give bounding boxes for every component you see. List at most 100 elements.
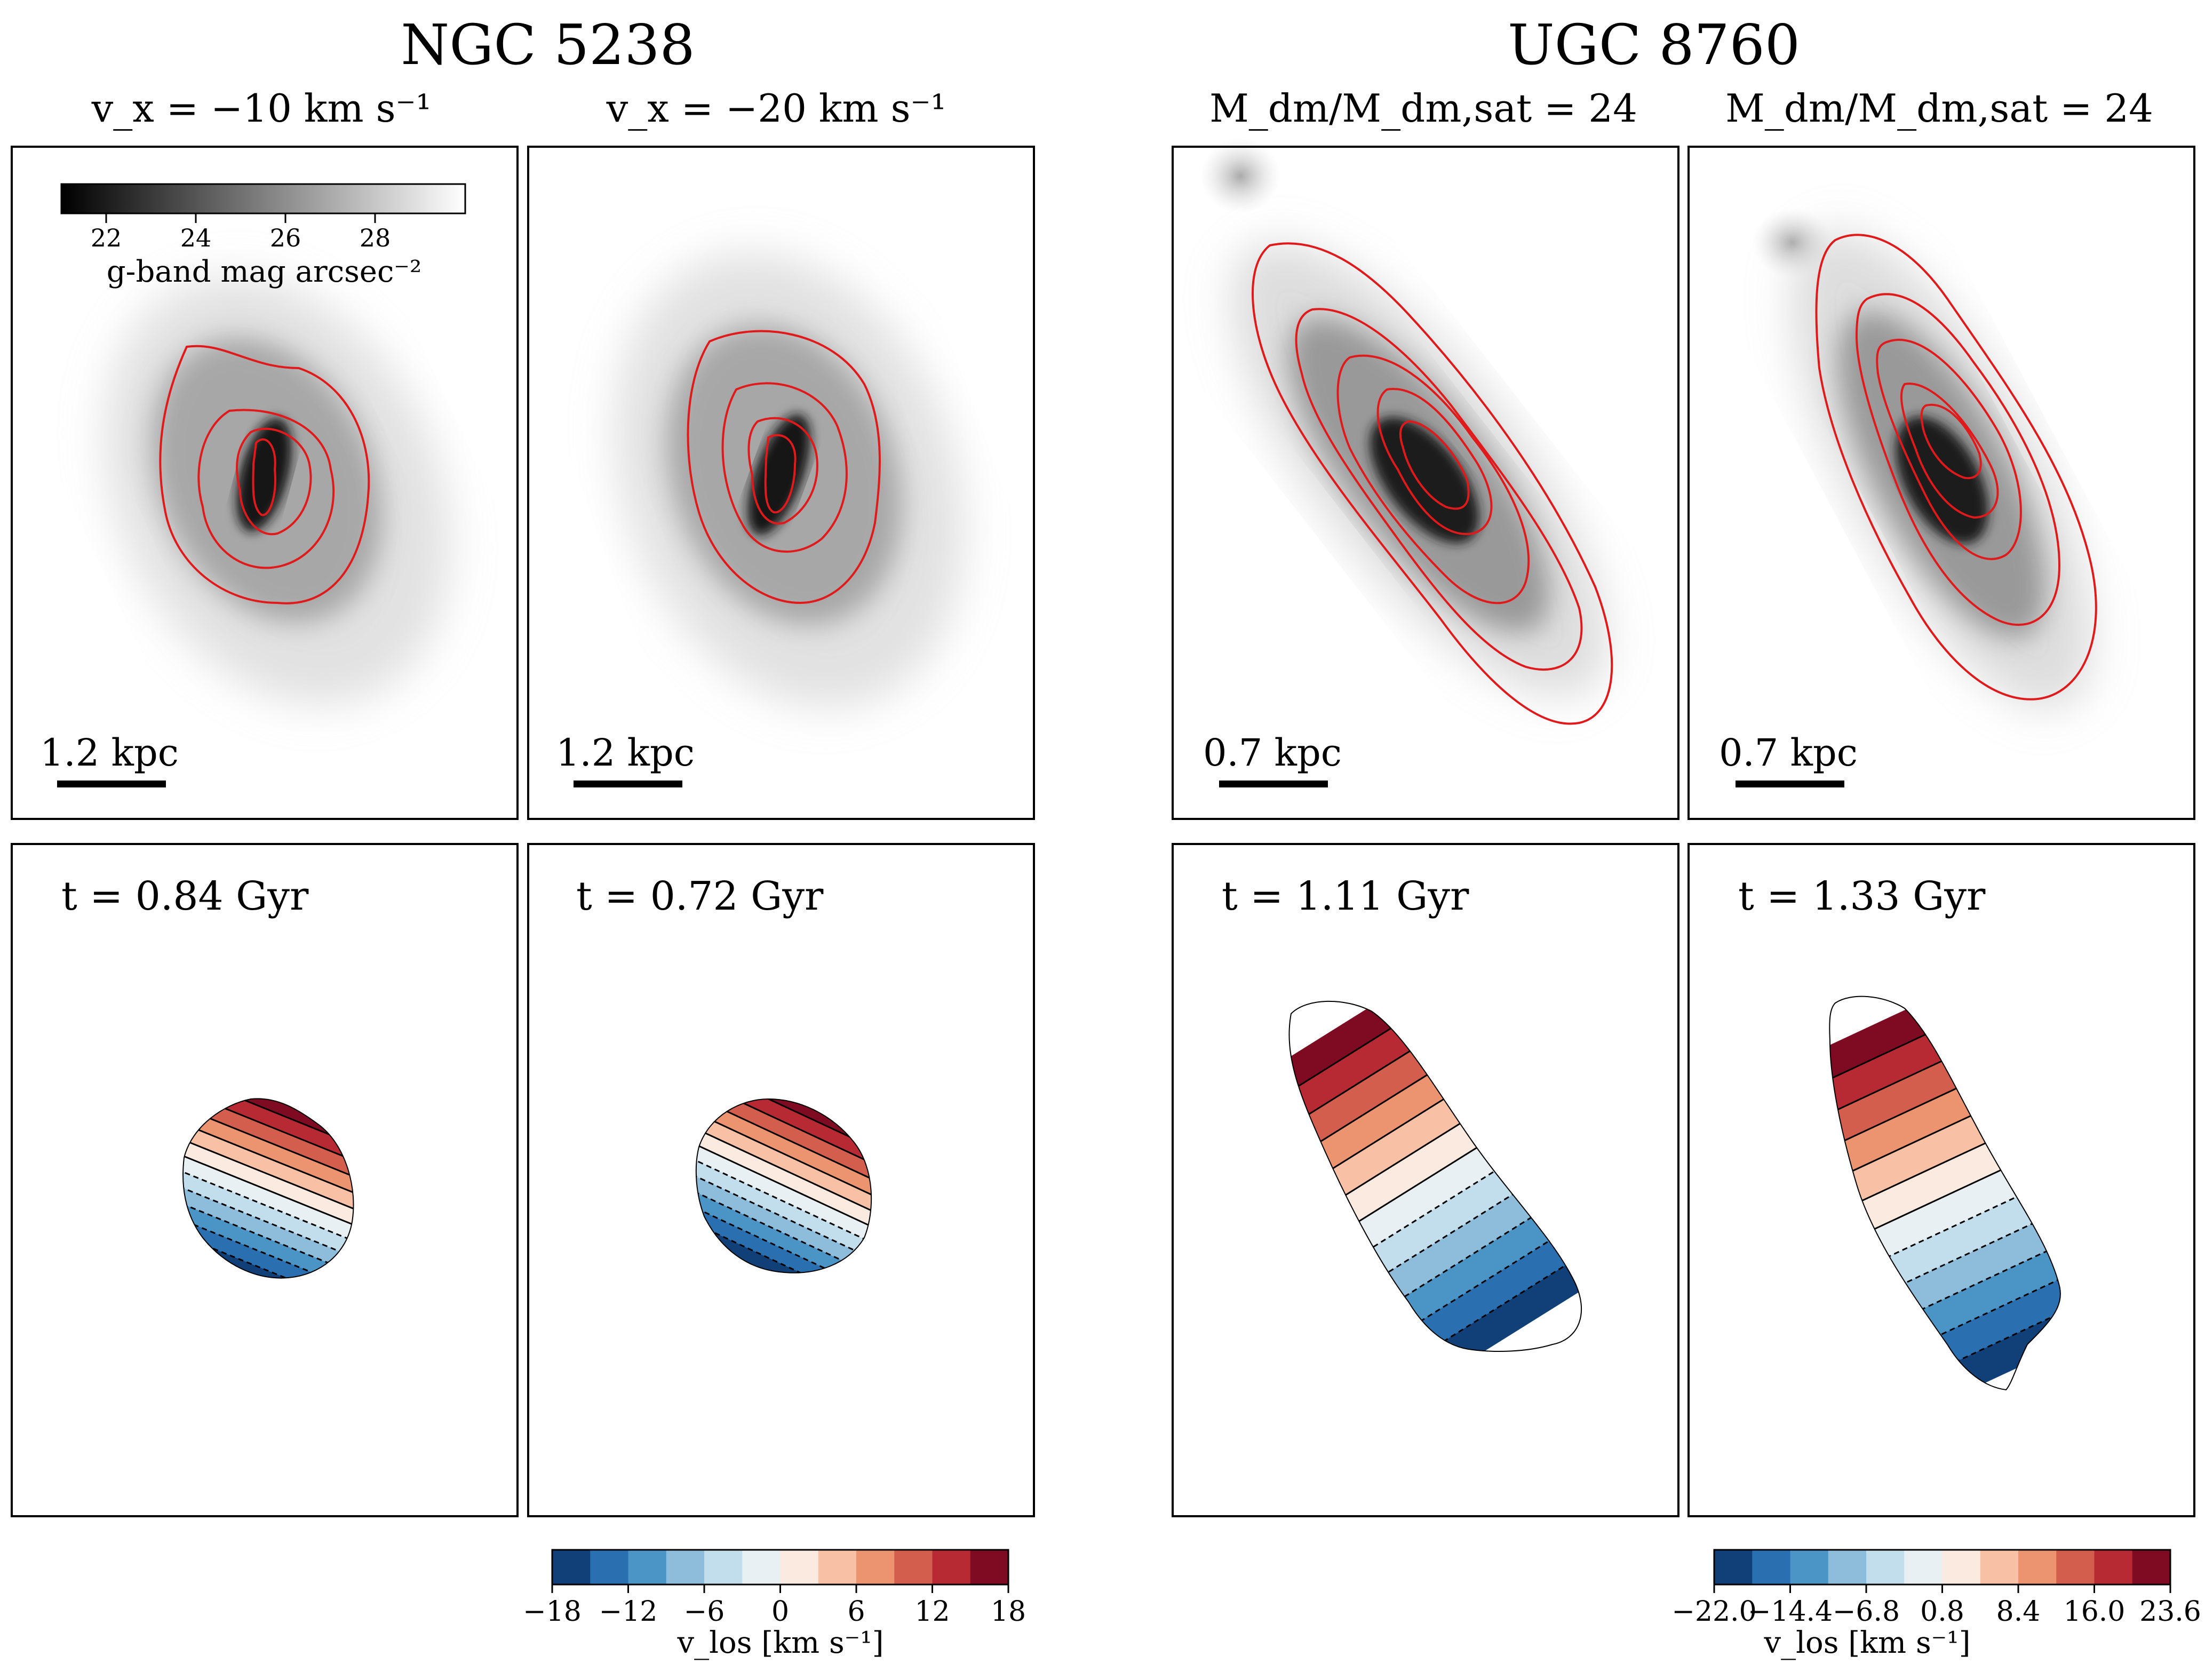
velocity-contour-1-3	[183, 1098, 354, 1278]
velocity-map-4	[1829, 996, 2061, 1391]
velocity-band-2-10	[696, 1099, 872, 1273]
velocity-outline-3	[1288, 1000, 1582, 1352]
vlos-cb-ngc5238-swatch-5	[742, 1550, 781, 1585]
velocity-contour-4-10	[1829, 1126, 2060, 1390]
vlos-cb-ugc8760-swatch-11	[2132, 1550, 2171, 1585]
vlos-cb-ugc8760-swatch-6	[1942, 1550, 1981, 1585]
velocity-contour-4-1	[1829, 996, 2060, 1236]
velocity-band-2-7	[696, 1099, 872, 1273]
velocity-band-2-11	[696, 1099, 872, 1273]
vlos-cb-ngc5238-tick-4: 6	[847, 1596, 865, 1628]
velocity-contour-3-4	[1289, 1001, 1582, 1351]
scale-bar-label-4: 0.7 kpc	[1719, 731, 1858, 775]
velocity-band-1-0	[183, 1098, 354, 1278]
vlos-colorbar-ngc5238: −18 −12 −6 0 6 12 18 v_los [km s⁻¹]	[523, 1549, 1026, 1660]
velocity-band-2-0	[696, 1099, 872, 1273]
velocity-contour-2-11	[696, 1099, 872, 1273]
column-title-3: M_dm/M_dm,sat = 24	[1209, 86, 1637, 131]
velocity-band-1-7	[183, 1098, 354, 1278]
velocity-outline-1	[182, 1098, 354, 1279]
velocity-map-2	[695, 1098, 872, 1273]
image-panel-1: 1.2 kpc 22 24 26 28 g-band mag arcsec⁻²	[11, 146, 519, 820]
velocity-band-4-4	[1829, 996, 2060, 1348]
vlos-cb-ugc8760-swatch-4	[1866, 1550, 1905, 1585]
velocity-contour-2-10	[696, 1099, 872, 1273]
velocity-band-3-1	[1289, 1001, 1582, 1301]
velocity-band-4-11	[1829, 1154, 2060, 1390]
vlos-cb-ugc8760-tick-5: 16.0	[2064, 1596, 2126, 1628]
velocity-band-3-0	[1289, 1001, 1582, 1276]
velocity-band-1-9	[183, 1098, 354, 1278]
velocity-contour-3-6	[1289, 1001, 1582, 1351]
gband-tick-24: 24	[180, 224, 212, 252]
velocity-contour-2-1	[696, 1099, 872, 1273]
vlos-cb-ugc8760-swatch-8	[2018, 1550, 2057, 1585]
velocity-band-4-8	[1829, 1071, 2060, 1390]
vlos-cb-ugc8760-swatch-9	[2056, 1550, 2095, 1585]
vlos-cb-ugc8760-tick-1: −14.4	[1748, 1596, 1833, 1628]
time-label-1: t = 0.84 Gyr	[61, 873, 309, 919]
velocity-contour-4-6	[1829, 1014, 2060, 1376]
velocity-contour-3-3	[1289, 1001, 1582, 1326]
vlos-cb-ngc5238-swatch-9	[894, 1550, 933, 1585]
velocity-band-4-5	[1829, 996, 2060, 1376]
velocity-band-3-6	[1289, 1001, 1582, 1351]
velocity-band-1-10	[183, 1098, 354, 1278]
velocity-contour-4-9	[1829, 1098, 2060, 1390]
velocity-contour-4-11	[1829, 1154, 2060, 1390]
vlos-cb-ngc5238-tick-6: 18	[991, 1596, 1026, 1628]
velocity-contour-1-11	[183, 1098, 354, 1278]
velocity-band-4-3	[1829, 996, 2060, 1320]
image-panel-2: 1.2 kpc	[527, 146, 1035, 820]
scale-bar-3	[1219, 781, 1328, 787]
velocity-band-2-6	[696, 1099, 872, 1273]
image-panel-3: 0.7 kpc	[1172, 139, 1679, 820]
column-title-1: v_x = −10 km s⁻¹	[91, 86, 432, 131]
velocity-contour-1-6	[183, 1098, 354, 1278]
velocity-band-4-6	[1829, 1014, 2060, 1390]
velocity-contour-2-8	[696, 1099, 872, 1273]
velocity-contour-3-11	[1289, 1071, 1582, 1351]
velocity-band-3-7	[1289, 1001, 1582, 1351]
velocity-band-1-5	[183, 1098, 354, 1278]
vlos-colorbar-label-ngc5238: v_los [km s⁻¹]	[676, 1626, 883, 1660]
vlos-cb-ngc5238-swatch-11	[970, 1550, 1009, 1585]
velocity-contour-1-10	[183, 1098, 354, 1278]
velocity-band-3-4	[1289, 1001, 1582, 1351]
velocity-contour-1-5	[183, 1098, 354, 1278]
velocity-band-4-1	[1829, 996, 2060, 1264]
vlos-cb-ugc8760-swatch-1	[1752, 1550, 1790, 1585]
scale-bar-4	[1736, 781, 1844, 787]
velocity-contour-1-2	[183, 1098, 354, 1278]
vlos-colorbar-label-ugc8760: v_los [km s⁻¹]	[1763, 1626, 1970, 1660]
velocity-contour-2-7	[696, 1099, 872, 1273]
velocity-band-4-0	[1829, 996, 2060, 1236]
scale-bar-label-2: 1.2 kpc	[556, 731, 695, 775]
velocity-contour-1-1	[183, 1098, 354, 1278]
column-title-4: M_dm/M_dm,sat = 24	[1725, 86, 2153, 131]
gband-colorbar-label: g-band mag arcsec⁻²	[107, 254, 422, 289]
velocity-contour-3-7	[1289, 1001, 1582, 1351]
vlos-cb-ugc8760-tick-2: −6.8	[1833, 1596, 1900, 1628]
group-title-ugc8760: UGC 8760	[1508, 12, 1800, 77]
vlos-cb-ugc8760-swatch-5	[1904, 1550, 1943, 1585]
scale-bar-2	[574, 781, 682, 787]
velocity-band-3-9	[1289, 1022, 1582, 1351]
velocity-band-2-4	[696, 1099, 872, 1273]
velocity-band-2-1	[696, 1099, 872, 1273]
velocity-contour-2-5	[696, 1099, 872, 1273]
velocity-outline-4	[1829, 996, 2061, 1391]
vlos-colorbar-swatches-ngc5238	[551, 1549, 1009, 1586]
velocity-band-1-3	[183, 1098, 354, 1278]
vlos-cb-ugc8760-swatch-7	[1980, 1550, 2019, 1585]
vlos-cb-ngc5238-tick-5: 12	[914, 1596, 950, 1628]
column-title-2: v_x = −20 km s⁻¹	[606, 86, 946, 131]
vlos-cb-ugc8760-tick-6: 23.6	[2139, 1596, 2201, 1628]
velocity-outline-2	[695, 1098, 872, 1273]
velocity-contour-2-4	[696, 1099, 872, 1273]
velocity-panel-4: t = 1.33 Gyr	[1687, 843, 2195, 1517]
velocity-band-4-2	[1829, 996, 2060, 1292]
vlos-cb-ngc5238-swatch-8	[856, 1550, 895, 1585]
velocity-contour-3-2	[1289, 1001, 1582, 1301]
velocity-band-2-3	[696, 1099, 872, 1273]
